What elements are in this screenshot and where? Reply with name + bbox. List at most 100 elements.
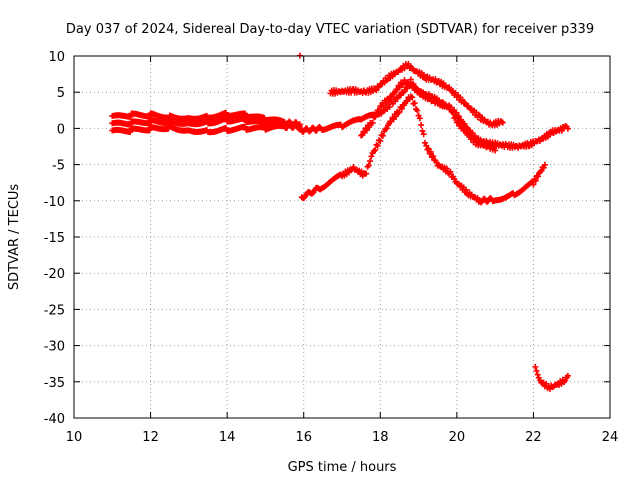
- data-point: [396, 109, 403, 116]
- data-point: [358, 132, 365, 139]
- y-axis-label: SDTVAR / TECUs: [7, 184, 22, 291]
- data-point: [388, 94, 395, 101]
- axis-ticks: 10 12 14 16 18 20 22 24 10 5 0 -5 -10 -15 -20 -25 -30 -35…: [44, 50, 619, 445]
- data-point: [365, 162, 372, 169]
- data-point: [430, 153, 437, 160]
- data-point: [374, 142, 381, 149]
- data-point: [376, 107, 383, 114]
- x-tick-label: 20: [449, 430, 466, 445]
- data-point: [466, 128, 473, 135]
- data-point: [469, 130, 476, 137]
- data-point: [411, 100, 418, 107]
- y-tick-label: -35: [44, 376, 65, 391]
- data-point: [398, 105, 405, 112]
- data-point: [447, 168, 454, 175]
- series-track-g: [358, 77, 571, 151]
- data-point: [222, 115, 229, 122]
- y-tick-label: 5: [57, 86, 65, 101]
- x-tick-label: 18: [372, 430, 389, 445]
- series-track-c: [109, 119, 303, 136]
- data-point: [532, 177, 539, 184]
- plot-frame: [73, 55, 611, 419]
- data-point: [425, 145, 432, 152]
- data-point: [534, 371, 541, 378]
- data-point: [463, 124, 470, 131]
- data-point: [427, 148, 434, 155]
- data-point: [373, 111, 380, 118]
- data-point: [368, 153, 375, 160]
- data-point: [386, 104, 393, 111]
- series-track-f: [327, 60, 506, 129]
- data-point: [409, 94, 416, 101]
- data-point: [363, 170, 370, 177]
- data-point: [498, 118, 505, 125]
- data-point: [558, 127, 565, 134]
- data-point: [530, 181, 537, 188]
- series-track-a: [109, 109, 303, 130]
- data-point: [222, 109, 229, 116]
- data-point: [407, 76, 414, 83]
- data-point: [459, 96, 466, 103]
- data-point: [127, 129, 134, 136]
- data-point: [446, 84, 453, 91]
- data-point: [127, 113, 134, 120]
- y-tick-label: -25: [44, 303, 65, 318]
- data-point: [541, 161, 548, 168]
- x-tick-label: 16: [295, 430, 312, 445]
- data-point: [360, 128, 367, 135]
- data-point: [420, 131, 427, 138]
- data-point: [363, 127, 370, 134]
- data-point: [372, 86, 379, 93]
- data-points: [109, 52, 571, 393]
- data-point: [377, 137, 384, 144]
- x-tick-label: 12: [142, 430, 159, 445]
- y-tick-label: 10: [48, 50, 65, 65]
- data-point: [392, 113, 399, 120]
- data-point: [414, 107, 421, 114]
- data-point: [127, 121, 134, 128]
- data-point: [242, 115, 249, 122]
- data-point: [366, 124, 373, 131]
- data-point: [450, 108, 457, 115]
- data-point: [146, 127, 153, 134]
- data-point: [419, 127, 426, 134]
- data-point: [455, 113, 462, 120]
- data-point: [447, 104, 454, 111]
- y-tick-label: -15: [44, 231, 65, 246]
- data-point: [420, 71, 427, 78]
- data-point: [242, 110, 249, 117]
- data-point: [424, 146, 431, 153]
- data-point: [379, 132, 386, 139]
- data-point: [461, 120, 468, 127]
- y-tick-label: -40: [44, 412, 65, 427]
- data-point: [405, 60, 412, 67]
- data-point: [524, 139, 531, 146]
- y-tick-label: -20: [44, 267, 65, 282]
- data-point: [533, 367, 540, 374]
- data-point: [474, 194, 481, 201]
- data-point: [564, 125, 571, 132]
- series-track-h: [532, 363, 571, 393]
- y-tick-label: -5: [52, 159, 65, 174]
- data-point: [383, 125, 390, 132]
- x-axis-label: GPS time / hours: [288, 460, 397, 475]
- data-point: [443, 165, 450, 172]
- data-point: [146, 120, 153, 127]
- data-point: [242, 123, 249, 130]
- x-tick-label: 22: [525, 430, 542, 445]
- y-tick-label: -30: [44, 340, 65, 355]
- data-point: [418, 121, 425, 128]
- data-point: [532, 363, 539, 370]
- x-tick-label: 24: [602, 430, 619, 445]
- chart-title: Day 037 of 2024, Sidereal Day-to-day VTE…: [66, 22, 594, 37]
- data-point: [404, 85, 411, 92]
- data-point: [492, 147, 499, 154]
- data-point: [535, 173, 542, 180]
- data-point: [453, 109, 460, 116]
- data-point: [499, 119, 506, 126]
- data-point: [463, 186, 470, 193]
- data-point: [369, 119, 376, 126]
- data-point: [416, 115, 423, 122]
